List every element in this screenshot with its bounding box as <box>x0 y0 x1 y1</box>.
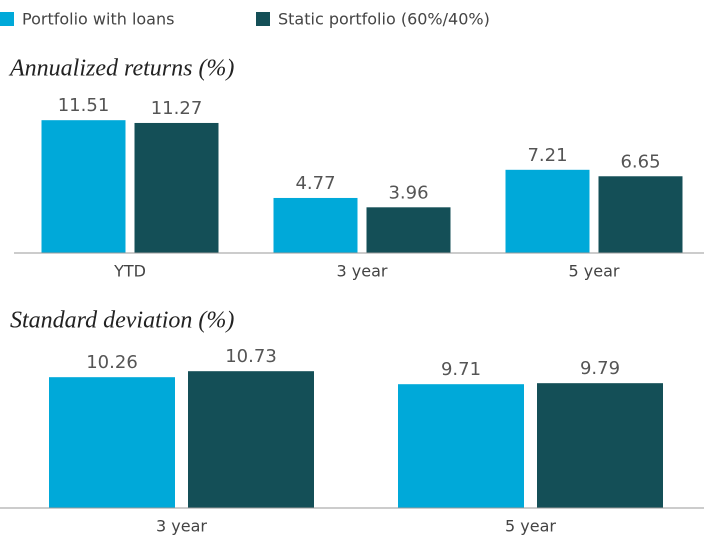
x-tick-label: 5 year <box>505 517 556 535</box>
chart-title: Annualized returns (%) <box>8 56 234 82</box>
legend-swatch <box>0 12 14 26</box>
chart-title: Standard deviation (%) <box>10 308 234 334</box>
value-label: 9.71 <box>441 359 481 380</box>
value-label: 11.51 <box>58 95 110 116</box>
x-tick-label: YTD <box>113 262 146 281</box>
legend-swatch <box>256 12 270 26</box>
bar <box>188 371 314 508</box>
bar <box>273 197 358 253</box>
bar <box>49 377 175 508</box>
value-label: 4.77 <box>295 173 335 194</box>
value-label: 10.73 <box>225 346 277 367</box>
legend-label: Portfolio with loans <box>22 10 174 29</box>
x-tick-label: 3 year <box>337 262 388 281</box>
bar <box>41 120 126 253</box>
x-tick-label: 5 year <box>569 262 620 281</box>
bar <box>505 169 590 253</box>
legend-label: Static portfolio (60%/40%) <box>278 10 490 29</box>
value-label: 9.79 <box>580 358 620 379</box>
bar <box>134 122 219 253</box>
value-label: 3.96 <box>388 182 428 203</box>
bar <box>598 176 683 253</box>
bar <box>537 383 663 508</box>
value-label: 6.65 <box>620 151 660 172</box>
value-label: 7.21 <box>527 145 567 166</box>
value-label: 10.26 <box>86 352 138 373</box>
bar <box>398 384 524 508</box>
value-label: 11.27 <box>151 98 203 119</box>
bar <box>366 207 451 253</box>
x-tick-label: 3 year <box>156 517 207 535</box>
